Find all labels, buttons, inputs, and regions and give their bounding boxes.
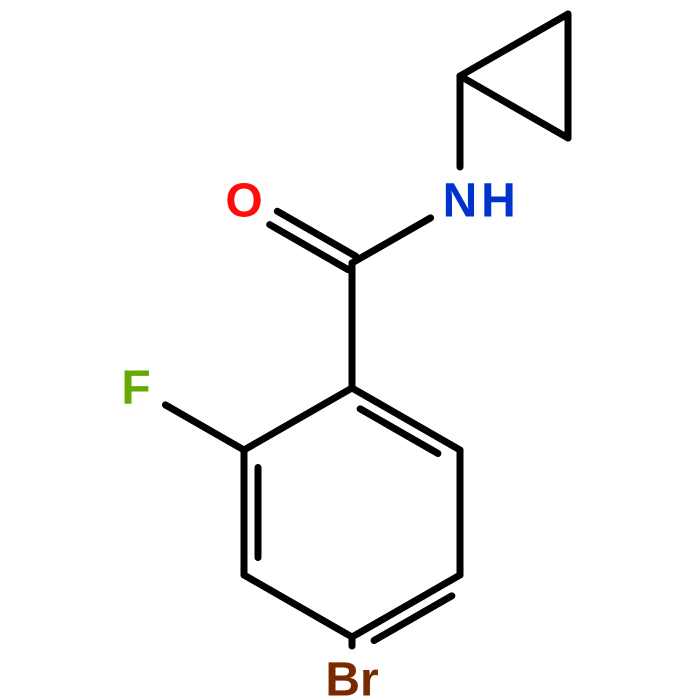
bond: [352, 575, 460, 637]
atom-label-h: H: [481, 175, 516, 228]
atom-label-o: O: [225, 175, 262, 228]
molecule-diagram: O NH F Br: [0, 0, 700, 700]
atom-label-f: F: [121, 362, 150, 415]
bond: [460, 76, 568, 138]
bond: [244, 575, 352, 637]
bond: [460, 14, 568, 76]
atom-label-n: N: [443, 175, 478, 228]
bond: [244, 388, 352, 450]
bond: [352, 218, 431, 263]
atom-label-br: Br: [325, 654, 378, 700]
bond: [165, 405, 244, 450]
bond: [352, 388, 460, 450]
